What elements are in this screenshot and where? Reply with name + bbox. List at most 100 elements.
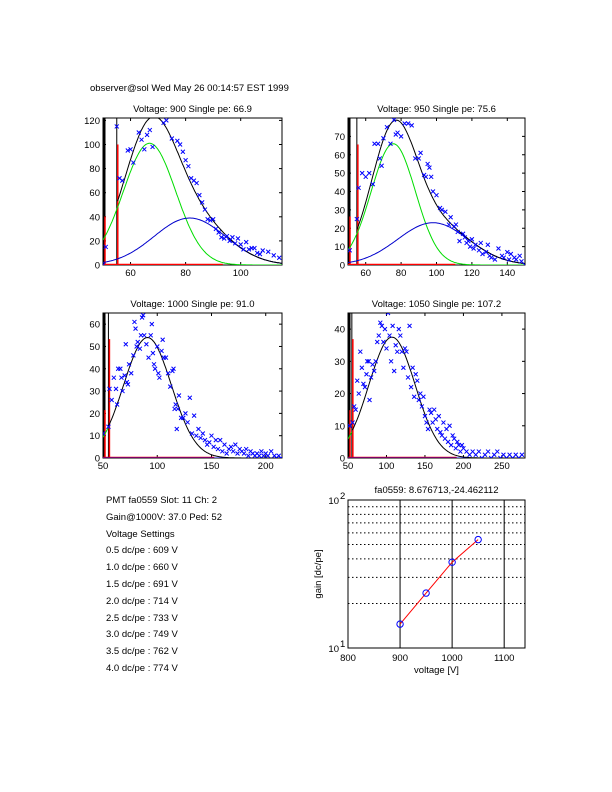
- data-point: [409, 122, 415, 128]
- data-point: [402, 121, 407, 126]
- data-point: [213, 437, 219, 443]
- data-point: [187, 395, 193, 401]
- data-point: [134, 344, 139, 349]
- data-point: [177, 142, 183, 147]
- data-point: [128, 370, 134, 376]
- data-point: [427, 407, 432, 413]
- y-tick-label: 80: [89, 164, 100, 175]
- data-point: [459, 442, 465, 448]
- data-point: [157, 375, 162, 381]
- data-point: [227, 238, 233, 244]
- data-point: [466, 238, 471, 244]
- data-point: [476, 247, 482, 253]
- data-point: [411, 394, 417, 400]
- data-point: [119, 375, 124, 381]
- gain-fit-line: [399, 539, 479, 625]
- data-point: [460, 231, 466, 237]
- plot-area: [103, 118, 282, 265]
- y-tick-label: 40: [334, 187, 345, 198]
- data-point: [410, 365, 415, 371]
- data-point: [149, 321, 155, 327]
- y-tick-label: 0: [95, 261, 100, 272]
- data-point: [120, 388, 125, 394]
- plot-area: [103, 313, 282, 458]
- data-point: [372, 141, 377, 147]
- data-point: [131, 353, 136, 358]
- x-tick-label: 1000: [442, 653, 463, 664]
- data-point: [126, 361, 132, 367]
- data-point: [434, 192, 439, 198]
- fit-single-pe: [103, 142, 282, 265]
- data-point: [356, 185, 361, 191]
- data-point: [186, 163, 191, 169]
- data-point: [194, 180, 199, 186]
- y-tick-label: 30: [334, 205, 345, 216]
- x-tick-label: 50: [343, 461, 354, 472]
- data-point: [175, 406, 181, 412]
- data-point: [109, 397, 115, 403]
- data-point: [407, 323, 412, 329]
- data-point: [278, 455, 282, 458]
- data-point: [506, 257, 512, 262]
- data-point: [430, 189, 436, 194]
- data-point: [522, 262, 525, 265]
- data-point: [123, 341, 129, 347]
- data-point: [151, 361, 157, 367]
- data-point: [387, 333, 392, 338]
- data-point: [183, 157, 188, 163]
- y-tick-label: 0: [95, 454, 100, 465]
- data-point: [492, 257, 498, 262]
- gain-data-point: [474, 535, 482, 544]
- y-tick-label: 10: [328, 496, 339, 507]
- data-point: [350, 420, 355, 425]
- data-point: [405, 121, 411, 126]
- data-point: [219, 234, 224, 240]
- data-point: [132, 319, 137, 325]
- data-point: [265, 453, 271, 458]
- panel-title: Voltage: 900 Single pe: 66.9: [133, 104, 252, 115]
- data-point: [114, 124, 120, 129]
- x-axis-label: voltage [V]: [414, 665, 459, 676]
- data-point: [216, 230, 222, 235]
- data-point: [171, 366, 176, 372]
- data-point: [385, 313, 391, 316]
- data-point: [370, 181, 376, 187]
- data-point: [243, 446, 249, 452]
- data-point: [364, 371, 369, 377]
- x-tick-label: 1100: [494, 653, 514, 664]
- data-point: [202, 207, 208, 212]
- plot-frame: [102, 312, 283, 459]
- fit-total: [117, 118, 282, 264]
- setting-row: 1.0 dc/pe : 660 V: [106, 562, 178, 574]
- data-point: [363, 174, 369, 180]
- data-point: [425, 161, 431, 167]
- data-point: [485, 449, 491, 454]
- x-tick-label: 80: [396, 268, 407, 279]
- data-point: [367, 397, 372, 403]
- data-point: [396, 326, 402, 332]
- data-point: [419, 404, 425, 409]
- data-point: [448, 442, 454, 448]
- gain-data-point: [396, 620, 404, 628]
- data-point: [427, 165, 432, 170]
- data-point: [393, 342, 399, 348]
- data-point: [235, 451, 240, 456]
- y-tick-label: 70: [334, 132, 345, 143]
- data-point: [189, 431, 195, 436]
- data-point: [107, 386, 112, 392]
- data-point: [390, 323, 395, 329]
- data-point: [377, 156, 383, 161]
- x-tick-label: 120: [464, 268, 480, 279]
- data-point: [448, 214, 454, 220]
- data-point: [496, 246, 501, 251]
- x-tick-label: 100: [379, 461, 395, 472]
- data-point: [368, 375, 374, 380]
- data-point: [375, 141, 381, 147]
- data-point: [476, 449, 482, 454]
- y-tick-label: 0: [340, 261, 345, 272]
- x-tick-label: 200: [456, 461, 472, 472]
- data-point: [382, 326, 388, 332]
- data-point: [259, 448, 264, 454]
